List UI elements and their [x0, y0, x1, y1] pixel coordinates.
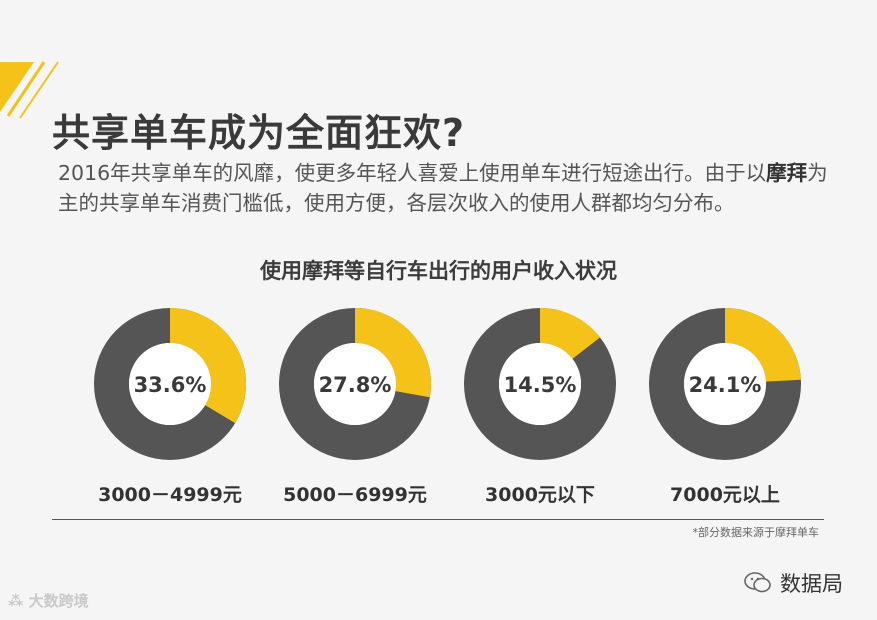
donut-hole	[314, 343, 396, 425]
donut-value-label: 24.1%	[689, 373, 762, 397]
watermark-logo-icon: ⁂	[8, 592, 29, 610]
chart-title: 使用摩拜等自行车出行的用户收入状况	[260, 259, 617, 283]
donut-3: 14.5%	[464, 308, 616, 460]
donut-highlight-segment	[355, 308, 431, 398]
category-label: 7000元以上	[670, 484, 780, 506]
category-label: 5000－6999元	[283, 484, 427, 506]
watermark-right: 数据局	[744, 568, 843, 598]
donut-4: 24.1%	[649, 308, 801, 460]
donut-value-label: 14.5%	[504, 373, 577, 397]
watermark-left: ⁂ 大数跨境	[8, 592, 89, 610]
donut-highlight-segment	[170, 308, 247, 424]
category-label: 3000元以下	[485, 484, 595, 506]
intro-paragraph: 2016年共享单车的风靡，使更多年轻人喜爱上使用单车进行短途出行。由于以摩拜为主…	[58, 161, 828, 215]
page-title: 共享单车成为全面狂欢?	[52, 111, 466, 155]
category-label: 3000－4999元	[98, 484, 242, 506]
donut-1: 33.6%	[94, 308, 247, 460]
donut-highlight-segment	[540, 308, 601, 359]
donut-hole	[129, 343, 211, 425]
donut-hole	[684, 343, 766, 425]
donut-2: 27.8%	[279, 308, 431, 460]
wechat-icon	[744, 572, 771, 593]
donut-hole	[499, 343, 581, 425]
corner-stripes-decoration	[0, 61, 59, 119]
donut-value-label: 27.8%	[319, 373, 392, 397]
source-footnote: *部分数据来源于摩拜单车	[692, 526, 820, 539]
donut-highlight-segment	[725, 308, 801, 382]
divider-line	[52, 519, 824, 520]
donut-value-label: 33.6%	[134, 373, 207, 397]
